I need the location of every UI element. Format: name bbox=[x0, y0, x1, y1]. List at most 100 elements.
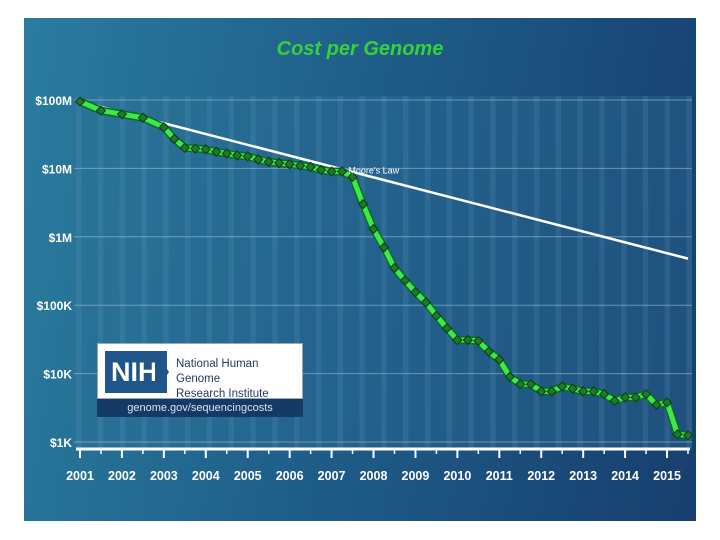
plot-band bbox=[97, 96, 104, 449]
plot-band bbox=[424, 96, 431, 449]
data-point bbox=[315, 164, 327, 176]
data-point bbox=[221, 148, 232, 159]
plot-band bbox=[163, 96, 169, 449]
data-point bbox=[473, 335, 484, 347]
plot-band bbox=[686, 96, 692, 449]
data-point bbox=[630, 392, 641, 403]
data-point bbox=[588, 386, 599, 397]
x-tick-label: 2010 bbox=[443, 469, 471, 483]
x-tick-label: 2007 bbox=[318, 469, 346, 483]
plot-band bbox=[555, 96, 562, 449]
x-tick-label: 2015 bbox=[653, 469, 681, 483]
data-point bbox=[651, 399, 662, 410]
plot-band bbox=[642, 96, 649, 449]
data-point bbox=[640, 388, 652, 400]
plot-band bbox=[512, 96, 518, 449]
x-tick-label: 2011 bbox=[486, 469, 513, 483]
data-point bbox=[378, 242, 390, 253]
data-point bbox=[546, 386, 557, 397]
plot-band bbox=[490, 96, 496, 449]
data-point bbox=[389, 262, 400, 274]
data-point bbox=[682, 430, 694, 441]
plot-band bbox=[272, 96, 278, 449]
data-point bbox=[661, 397, 673, 408]
data-point bbox=[672, 428, 683, 440]
plot-band bbox=[621, 96, 627, 449]
x-tick-label: 2004 bbox=[192, 469, 220, 483]
plot-band bbox=[664, 96, 671, 449]
data-point bbox=[357, 198, 369, 210]
data-point bbox=[483, 346, 495, 357]
x-tick-label: 2002 bbox=[108, 469, 136, 483]
data-point bbox=[273, 157, 285, 169]
x-tick-label: 2008 bbox=[360, 469, 388, 483]
nih-name-line1: National Human Genome bbox=[176, 358, 259, 385]
nih-chevron-icon bbox=[155, 351, 169, 393]
plot-band bbox=[359, 96, 365, 449]
data-point bbox=[169, 133, 180, 145]
data-point bbox=[431, 310, 442, 322]
nih-name-line2: Research Institute bbox=[176, 388, 269, 400]
x-tick-label: 2013 bbox=[569, 469, 597, 483]
plot-band bbox=[533, 96, 540, 449]
plot-band bbox=[76, 96, 82, 449]
data-point bbox=[577, 386, 589, 397]
data-point bbox=[74, 96, 86, 107]
moores-law-label: Moore's Law bbox=[348, 165, 399, 175]
data-point bbox=[116, 108, 128, 120]
data-point bbox=[567, 383, 578, 394]
data-point bbox=[494, 354, 505, 365]
plot-band bbox=[141, 96, 147, 449]
data-point bbox=[137, 112, 149, 123]
data-point bbox=[232, 150, 243, 161]
data-point bbox=[294, 160, 306, 171]
y-tick-label: $10M bbox=[42, 162, 72, 176]
data-point bbox=[515, 378, 526, 390]
data-point bbox=[200, 144, 212, 155]
x-tick-label: 2014 bbox=[611, 469, 639, 483]
data-point bbox=[598, 388, 610, 400]
y-tick-label: $10K bbox=[43, 368, 72, 382]
plot-band bbox=[446, 96, 453, 449]
x-tick-label: 2012 bbox=[527, 469, 555, 483]
chart-title: Cost per Genome bbox=[276, 38, 444, 60]
plot-band bbox=[119, 96, 126, 449]
plot-band bbox=[294, 96, 300, 449]
data-point bbox=[242, 151, 253, 162]
x-tick-label: 2006 bbox=[276, 469, 304, 483]
data-point bbox=[399, 275, 411, 286]
data-point bbox=[452, 334, 463, 346]
plot-band bbox=[599, 96, 605, 449]
y-tick-label: $100K bbox=[37, 299, 73, 313]
moores-law-line bbox=[79, 100, 689, 260]
plot-band bbox=[250, 96, 256, 449]
data-point bbox=[525, 378, 536, 390]
data-point bbox=[556, 381, 568, 392]
x-tick-label: 2003 bbox=[150, 469, 178, 483]
data-point bbox=[211, 146, 222, 157]
plot-band bbox=[577, 96, 583, 449]
plot-band bbox=[468, 96, 474, 449]
data-point bbox=[504, 371, 516, 382]
data-point bbox=[462, 334, 474, 346]
data-point bbox=[609, 395, 620, 407]
data-point bbox=[368, 223, 379, 235]
slide-background bbox=[24, 18, 696, 521]
nih-logo-panel: NIH National Human Genome Research Insti… bbox=[97, 343, 303, 402]
nih-institute-name: National Human Genome Research Institute bbox=[176, 357, 302, 402]
plot-band bbox=[403, 96, 409, 449]
data-point bbox=[326, 166, 337, 177]
logo-url: genome.gov/sequencingcosts bbox=[97, 399, 303, 417]
data-point bbox=[179, 142, 191, 154]
plot-band bbox=[381, 96, 387, 449]
data-point bbox=[95, 105, 107, 116]
data-point bbox=[284, 159, 295, 170]
data-point bbox=[619, 392, 631, 403]
data-point bbox=[158, 122, 170, 133]
nih-logo: NIH National Human Genome Research Insti… bbox=[97, 343, 303, 417]
y-tick-label: $100M bbox=[35, 94, 72, 108]
data-point bbox=[536, 386, 547, 397]
plot-band bbox=[185, 96, 191, 449]
x-tick-label: 2005 bbox=[234, 469, 262, 483]
